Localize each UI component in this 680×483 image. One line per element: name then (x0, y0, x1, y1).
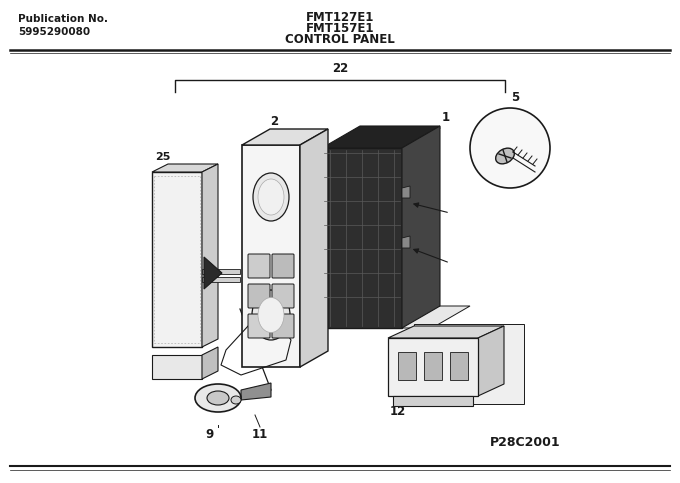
FancyBboxPatch shape (248, 254, 270, 278)
Polygon shape (202, 164, 218, 347)
Text: 12: 12 (390, 405, 406, 418)
Polygon shape (242, 129, 328, 145)
Ellipse shape (258, 298, 284, 332)
Polygon shape (424, 352, 442, 380)
Text: 1: 1 (442, 111, 450, 124)
Polygon shape (322, 306, 470, 328)
Ellipse shape (207, 391, 229, 405)
Text: 11: 11 (252, 428, 268, 441)
Polygon shape (300, 129, 328, 367)
Polygon shape (322, 126, 440, 148)
Text: 25: 25 (155, 152, 171, 162)
Polygon shape (388, 326, 504, 338)
Polygon shape (241, 383, 271, 400)
Polygon shape (202, 277, 240, 282)
Text: 2: 2 (270, 115, 278, 128)
Ellipse shape (231, 396, 241, 404)
Polygon shape (402, 186, 410, 198)
Ellipse shape (258, 179, 284, 215)
FancyBboxPatch shape (272, 314, 294, 338)
Polygon shape (202, 269, 240, 274)
Text: 5: 5 (511, 91, 519, 104)
Polygon shape (398, 352, 416, 380)
Polygon shape (242, 145, 300, 367)
Polygon shape (402, 236, 410, 248)
Text: Publication No.: Publication No. (18, 14, 108, 24)
Ellipse shape (252, 290, 290, 340)
FancyBboxPatch shape (272, 284, 294, 308)
Polygon shape (202, 347, 218, 379)
Text: 9: 9 (206, 428, 214, 441)
Text: 22: 22 (332, 62, 348, 75)
Polygon shape (388, 338, 478, 396)
Circle shape (470, 108, 550, 188)
FancyBboxPatch shape (248, 314, 270, 338)
Polygon shape (450, 352, 468, 380)
Polygon shape (204, 257, 222, 289)
FancyBboxPatch shape (272, 254, 294, 278)
Polygon shape (152, 172, 202, 347)
Polygon shape (322, 148, 402, 328)
Text: FMT127E1: FMT127E1 (306, 11, 374, 24)
Text: CONTROL PANEL: CONTROL PANEL (285, 33, 395, 46)
Ellipse shape (195, 384, 241, 412)
Polygon shape (402, 126, 440, 328)
Polygon shape (414, 324, 524, 404)
Text: P28C2001: P28C2001 (490, 436, 560, 449)
Ellipse shape (496, 148, 514, 164)
FancyBboxPatch shape (248, 284, 270, 308)
Text: FMT157E1: FMT157E1 (306, 22, 374, 35)
Polygon shape (152, 164, 218, 172)
Ellipse shape (253, 173, 289, 221)
Polygon shape (478, 326, 504, 396)
Text: 5995290080: 5995290080 (18, 27, 90, 37)
Polygon shape (152, 355, 202, 379)
Polygon shape (393, 396, 473, 406)
